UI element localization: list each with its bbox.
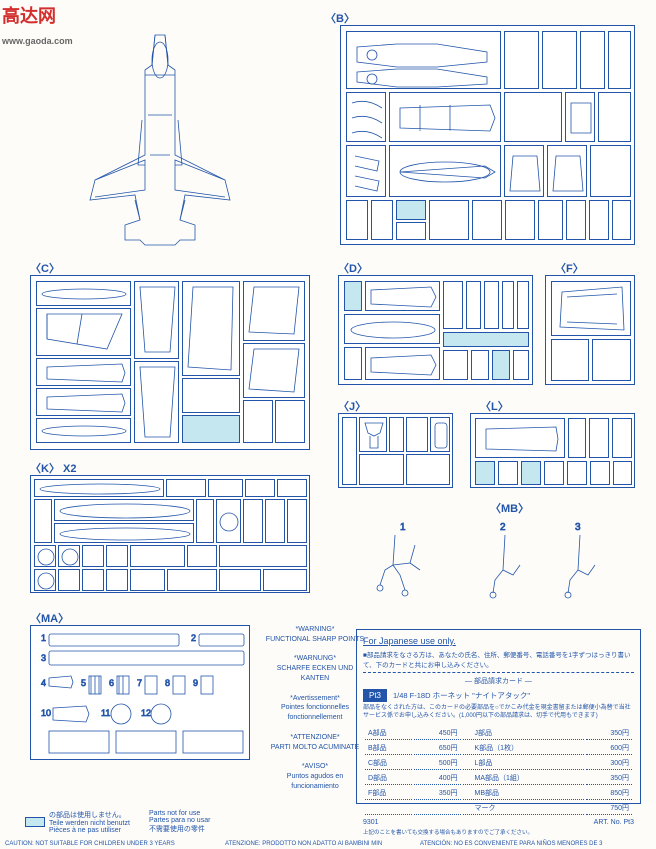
- svg-text:9: 9: [193, 678, 198, 688]
- watermark-url: www.gaoda.com: [2, 36, 73, 46]
- warning-text: *WARNING* FUNCTIONAL SHARP POINTS *WARNU…: [265, 625, 365, 792]
- svg-text:1: 1: [41, 633, 46, 643]
- warning-de: *WARNUNG* SCHARFE ECKEN UND KANTEN: [265, 654, 365, 683]
- watermark-brand: 高达网: [2, 6, 56, 26]
- svg-text:2: 2: [500, 522, 506, 533]
- legend-jp: の部品は使用しません。: [49, 812, 126, 819]
- legend-it: Partes para no usar: [149, 817, 210, 824]
- svg-text:3: 3: [575, 522, 581, 533]
- panel-l-label: 〈L〉: [480, 398, 509, 414]
- warning-en: *WARNING* FUNCTIONAL SHARP POINTS: [265, 625, 365, 645]
- warning-it: *ATTENZIONE* PARTI MOLTO ACUMINATE: [265, 733, 365, 753]
- sprue-ma: 1 2 3 4 5 6 7 8 9 10 11: [30, 625, 250, 760]
- jp-instruction: 部品をなくされた方は、このカードの必要部品を○でかこみ代金を現金書留または郵便小…: [363, 705, 634, 721]
- svg-text:6: 6: [109, 678, 114, 688]
- panel-j-label: 〈J〉: [338, 398, 366, 414]
- svg-text:3: 3: [41, 653, 46, 663]
- svg-text:5: 5: [81, 678, 86, 688]
- svg-text:8: 8: [165, 678, 170, 688]
- sprue-d: [338, 275, 533, 385]
- legend-fr: Pièces à ne pas utiliser: [49, 827, 121, 834]
- panel-ma-label: 〈MA〉: [30, 610, 69, 626]
- jp-card-title: ― 部品請求カード ―: [363, 676, 634, 686]
- footer-mid: ATENZIONE: PRODOTTO NON ADATTO AI BAMBIN…: [225, 841, 382, 847]
- sprue-c: [30, 275, 310, 450]
- panel-k-label: 〈K〉 X2: [30, 460, 76, 476]
- panel-c-label: 〈C〉: [30, 260, 60, 276]
- svg-text:4: 4: [41, 678, 46, 688]
- svg-text:2: 2: [191, 633, 196, 643]
- legend: の部品は使用しません。 Teile werden nicht benutzt P…: [25, 810, 210, 834]
- panel-d-label: 〈D〉: [338, 260, 368, 276]
- footer-right: ATENCIÓN: NO ES CONVENIENTE PARA NIÑOS M…: [420, 841, 602, 847]
- legend-en1: Parts not for use: [149, 810, 200, 817]
- mb-parts: 1 2 3: [365, 515, 635, 600]
- jp-code: 9301: [363, 819, 379, 826]
- jp-bottom: 上記のことを書いても交換する場合もありますのでご了承ください。: [363, 828, 634, 836]
- svg-text:11: 11: [101, 708, 110, 718]
- price-table: A部品450円J部品350円B部品650円K部品（1枚）600円C部品500円L…: [363, 725, 634, 817]
- kit-name: 1/48 F-18D ホーネット "ナイトアタック": [393, 691, 530, 700]
- panel-mb-label: 〈MB〉: [490, 500, 529, 516]
- aircraft-top-view: [30, 25, 290, 255]
- kit-label: Pt3: [363, 689, 387, 702]
- legend-de: Teile werden nicht benutzt: [49, 820, 130, 827]
- svg-text:7: 7: [137, 678, 142, 688]
- sprue-k: [30, 475, 310, 593]
- warning-es: *AVISO* Puntos agudos en funcionamiento: [265, 762, 365, 791]
- sprue-l: [470, 413, 635, 488]
- sprue-b: [340, 25, 635, 245]
- svg-text:12: 12: [141, 708, 151, 718]
- jp-note: ■部品請求をなさる方は、あなたの氏名、住所、郵便番号、電話番号を1字ずつはっきり…: [363, 649, 634, 669]
- legend-es: 不需要使用の零件: [149, 826, 205, 833]
- panel-b-label: 〈B〉: [325, 10, 355, 26]
- svg-text:10: 10: [41, 708, 51, 718]
- warning-fr: *Avertissement* Pointes fonctionnelles f…: [265, 694, 365, 723]
- svg-text:1: 1: [400, 522, 406, 533]
- legend-swatch: [25, 817, 45, 827]
- jp-artno: ART. No. Pt3: [594, 819, 634, 826]
- sprue-f: [545, 275, 635, 385]
- sprue-j: [338, 413, 453, 488]
- panel-f-label: 〈F〉: [555, 260, 584, 276]
- footer-left: CAUTION: NOT SUITABLE FOR CHILDREN UNDER…: [5, 841, 175, 847]
- jp-header: For Japanese use only.: [363, 636, 634, 646]
- watermark-logo: 高达网 www.gaoda.com: [2, 2, 73, 49]
- japanese-order-card: For Japanese use only. ■部品請求をなさる方は、あなたの氏…: [356, 629, 641, 804]
